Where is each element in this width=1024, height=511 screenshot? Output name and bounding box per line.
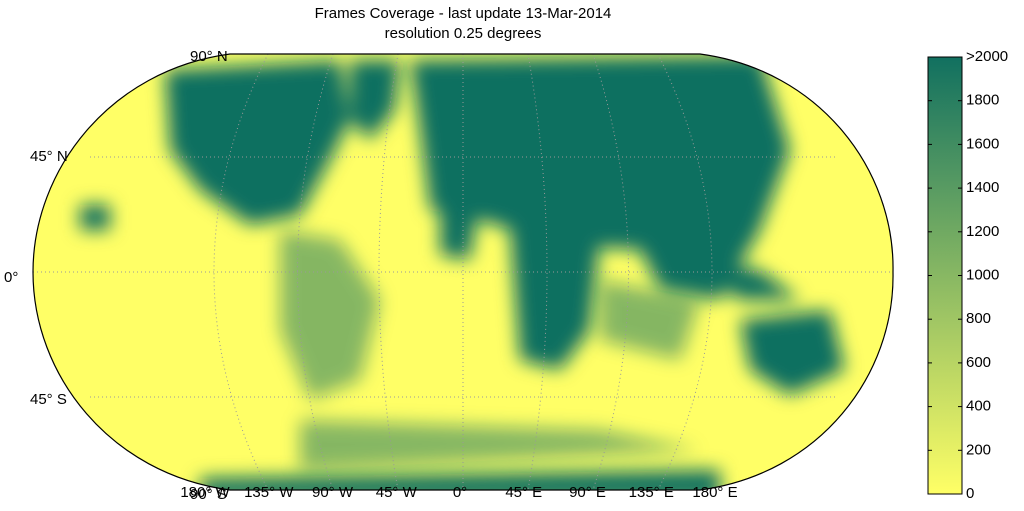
- colorbar-tick-label: 800: [966, 310, 991, 327]
- longitude-label: 135° E: [629, 484, 674, 501]
- latitude-label: 45° S: [30, 391, 67, 408]
- colorbar: [927, 56, 963, 495]
- map: [33, 54, 894, 490]
- parallel: [33, 156, 893, 398]
- colorbar-tick-label: 1400: [966, 179, 999, 196]
- latitude-label: 90° S: [190, 486, 227, 503]
- longitude-labels: 180° W 135° W 90° W 45° W 0° 45° E 90° E 135° E…: [180, 484, 737, 501]
- longitude-label: 180° E: [692, 484, 737, 501]
- longitude-label: 90° W: [312, 484, 354, 501]
- longitude-label: 90° E: [569, 484, 606, 501]
- latitude-label: 0°: [4, 269, 18, 286]
- longitude-label: 135° W: [244, 484, 294, 501]
- colorbar-tick-label: >2000: [966, 48, 1008, 65]
- longitude-label: 0°: [453, 484, 467, 501]
- colorbar-tick-label: 1800: [966, 92, 999, 109]
- title: Frames Coverage - last update 13-Mar-201…: [315, 5, 612, 22]
- colorbar-tick-label: 0: [966, 485, 974, 502]
- latitude-labels: 90° N 45° N 0° 45° S 90° S: [4, 48, 228, 503]
- subtitle: resolution 0.25 degrees: [385, 25, 542, 42]
- colorbar-tick-label: 1600: [966, 135, 999, 152]
- map-outline: [32, 53, 894, 491]
- longitude-label: 180° W: [180, 484, 230, 501]
- latitude-label: 45° N: [30, 148, 68, 165]
- colorbar-tick-label: 600: [966, 354, 991, 371]
- latitude-label: 90° N: [190, 48, 228, 65]
- longitude-label: 45° W: [376, 484, 418, 501]
- colorbar-tick-label: 200: [966, 441, 991, 458]
- high-coverage: [80, 55, 845, 490]
- longitude-label: 45° E: [505, 484, 542, 501]
- colorbar-tick-label: 1000: [966, 266, 999, 283]
- colorbar-tick-label: 1200: [966, 223, 999, 240]
- colorbar-tick-label: 400: [966, 398, 991, 415]
- colorbar-ticks: 0 200 400 600 800 1000 1200 1400 1600 1800 >2000: [928, 48, 1008, 502]
